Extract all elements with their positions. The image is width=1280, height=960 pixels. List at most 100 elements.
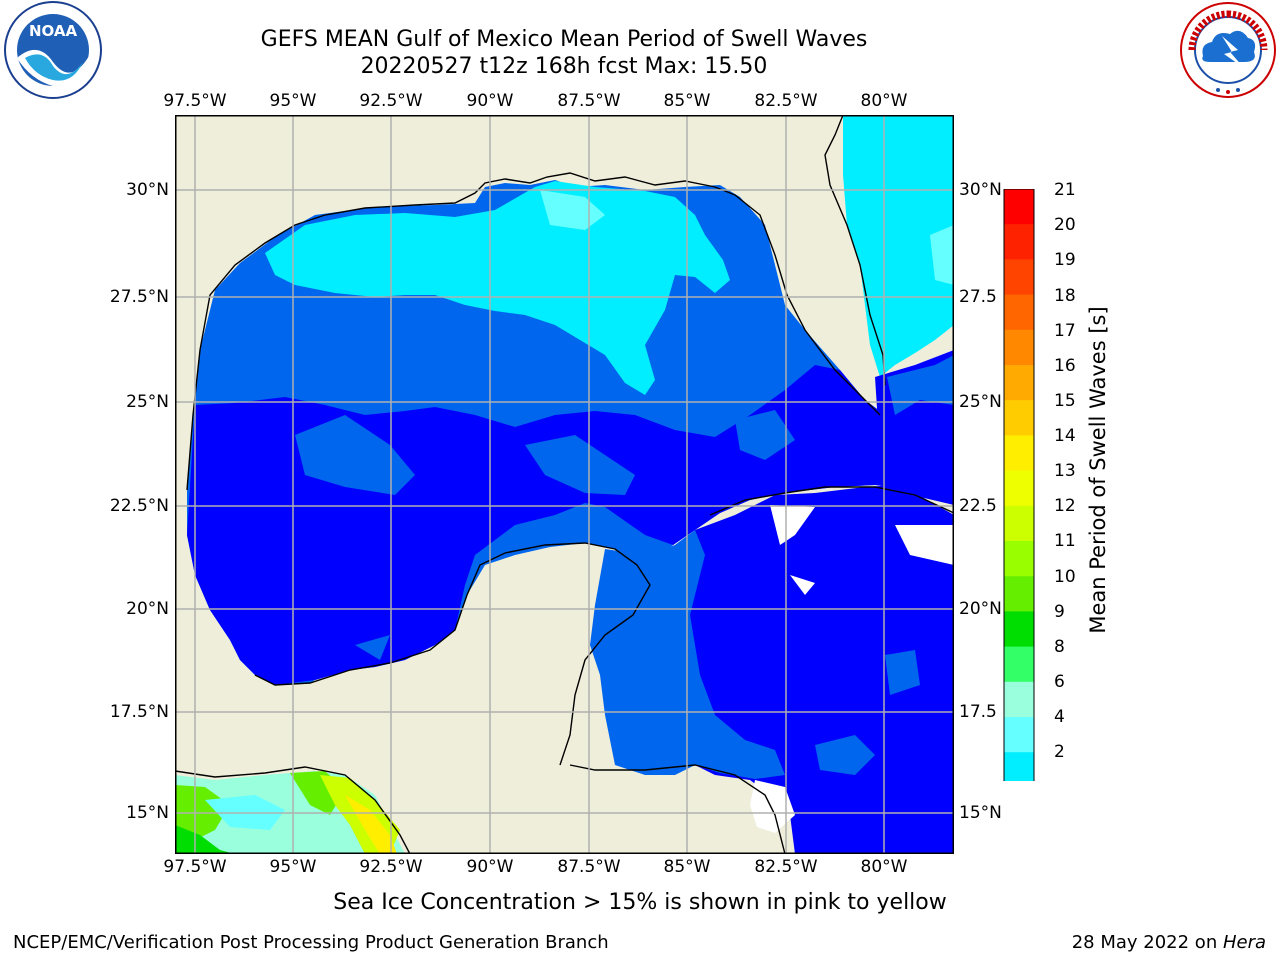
colorbar-swatch xyxy=(1004,576,1034,612)
map-panel xyxy=(174,114,955,855)
noaa-logo: NOAA xyxy=(3,0,103,100)
lat-tick-left: 30°N xyxy=(126,180,169,200)
colorbar-tick: 4 xyxy=(1054,707,1065,727)
lon-tick-top: 80°W xyxy=(860,91,908,111)
lon-tick-top: 95°W xyxy=(269,91,317,111)
caribbean-mid-patch xyxy=(815,735,875,775)
missing-data-patch xyxy=(770,505,815,545)
colorbar-swatch xyxy=(1004,400,1034,436)
lat-tick-right: 22.5 xyxy=(959,496,997,516)
missing-data-patch xyxy=(895,525,954,565)
map-frame xyxy=(175,115,954,854)
lon-tick-bottom: 95°W xyxy=(269,857,317,877)
lon-tick-top: 87.5°W xyxy=(557,91,621,111)
colorbar-tick: 15 xyxy=(1054,391,1076,411)
lon-tick-bottom: 82.5°W xyxy=(754,857,818,877)
colorbar-swatch xyxy=(1004,505,1034,542)
colorbar-swatch xyxy=(1004,329,1034,366)
lon-tick-top: 92.5°W xyxy=(359,91,423,111)
atlantic-mid-patch xyxy=(887,355,954,415)
coastline xyxy=(186,172,881,491)
lon-tick-bottom: 87.5°W xyxy=(557,857,621,877)
colorbar-tick: 16 xyxy=(1054,356,1076,376)
colorbar-tick: 12 xyxy=(1054,496,1076,516)
coastline-cuba xyxy=(709,486,955,516)
footer-credit: NCEP/EMC/Verification Post Processing Pr… xyxy=(13,932,609,953)
footer-machine: Hera xyxy=(1222,932,1266,953)
swell-period-map xyxy=(174,114,955,855)
lat-tick-left: 25°N xyxy=(126,392,169,412)
footer-date-text: 28 May 2022 on xyxy=(1071,932,1223,953)
lat-tick-left: 22.5°N xyxy=(109,496,169,516)
map-subtitle: 20220527 t12z 168h fcst Max: 15.50 xyxy=(360,54,768,79)
colorbar-swatches xyxy=(1003,188,1035,854)
colorbar-swatch xyxy=(1004,681,1034,718)
colorbar-swatch xyxy=(1004,259,1034,296)
colorbar-tick: 9 xyxy=(1054,602,1065,622)
gulf-mid-patch xyxy=(355,635,390,660)
lon-tick-top: 97.5°W xyxy=(163,91,227,111)
colorbar-tick: 19 xyxy=(1054,250,1076,270)
colorbar-swatch xyxy=(1004,646,1034,683)
missing-data-patch xyxy=(790,575,815,595)
lon-tick-top: 85°W xyxy=(663,91,711,111)
lat-tick-right: 30°N xyxy=(959,180,1002,200)
sea-ice-note: Sea Ice Concentration > 15% is shown in … xyxy=(0,890,1280,915)
lon-tick-top: 82.5°W xyxy=(754,91,818,111)
nws-logo xyxy=(1178,0,1278,100)
colorbar-swatch xyxy=(1004,294,1034,331)
pacific-yellow xyxy=(345,795,397,854)
gulf-cyan-band xyxy=(265,181,730,395)
caribbean-mid-patch xyxy=(885,650,920,695)
coastline-honduras xyxy=(569,764,786,855)
lon-tick-bottom: 92.5°W xyxy=(359,857,423,877)
lat-tick-left: 27.5°N xyxy=(109,287,169,307)
footer-date: 28 May 2022 on Hera xyxy=(1072,932,1266,953)
colorbar-swatch xyxy=(1004,224,1034,260)
colorbar-tick: 17 xyxy=(1054,321,1076,341)
colorbar-tick: 14 xyxy=(1054,426,1076,446)
colorbar xyxy=(1003,188,1037,854)
lat-tick-right: 27.5 xyxy=(959,287,997,307)
coastline-yucatan xyxy=(254,542,651,766)
colorbar-tick: 18 xyxy=(1054,286,1076,306)
map-title: GEFS MEAN Gulf of Mexico Mean Period of … xyxy=(260,27,868,52)
colorbar-tick: 13 xyxy=(1054,461,1076,481)
colorbar-tick: 2 xyxy=(1054,742,1065,762)
colorbar-tick: 8 xyxy=(1054,637,1065,657)
coastline-central-america xyxy=(174,766,411,855)
lon-tick-top: 90°W xyxy=(466,91,514,111)
gulf-mid-patch xyxy=(525,435,635,495)
colorbar-swatch xyxy=(1004,470,1034,507)
lat-tick-right: 15°N xyxy=(959,803,1002,823)
lat-tick-left: 20°N xyxy=(126,599,169,619)
colorbar-tick: 21 xyxy=(1054,180,1076,200)
pacific-bright-green xyxy=(175,825,235,854)
lat-tick-left: 17.5°N xyxy=(109,702,169,722)
colorbar-label: Mean Period of Swell Waves [s] xyxy=(1086,306,1110,634)
lat-tick-left: 15°N xyxy=(126,803,169,823)
colorbar-swatch xyxy=(1004,717,1034,753)
atlantic-cyan xyxy=(843,115,954,377)
colorbar-swatch xyxy=(1004,541,1034,577)
colorbar-tick: 11 xyxy=(1054,531,1076,551)
sea-ice-note-text: Sea Ice Concentration > 15% is shown in … xyxy=(333,890,947,915)
lat-tick-right: 17.5 xyxy=(959,702,997,722)
colorbar-tick: 20 xyxy=(1054,215,1076,235)
colorbar-swatch xyxy=(1004,435,1034,472)
lat-tick-right: 25°N xyxy=(959,392,1002,412)
colorbar-swatch xyxy=(1004,752,1034,788)
svg-text:NOAA: NOAA xyxy=(29,22,78,40)
colorbar-tick: 6 xyxy=(1054,672,1065,692)
colorbar-swatch xyxy=(1004,365,1034,401)
colorbar-swatch xyxy=(1004,611,1034,648)
colorbar-tick: 10 xyxy=(1054,567,1076,587)
lon-tick-bottom: 80°W xyxy=(860,857,908,877)
lat-tick-right: 20°N xyxy=(959,599,1002,619)
gulf-mid-patch xyxy=(295,415,415,495)
colorbar-swatch xyxy=(1004,189,1034,225)
gulf-mid-patch xyxy=(735,410,795,460)
coastline-florida-east xyxy=(824,114,886,386)
lon-tick-bottom: 85°W xyxy=(663,857,711,877)
atlantic-light-cyan xyxy=(930,225,954,285)
